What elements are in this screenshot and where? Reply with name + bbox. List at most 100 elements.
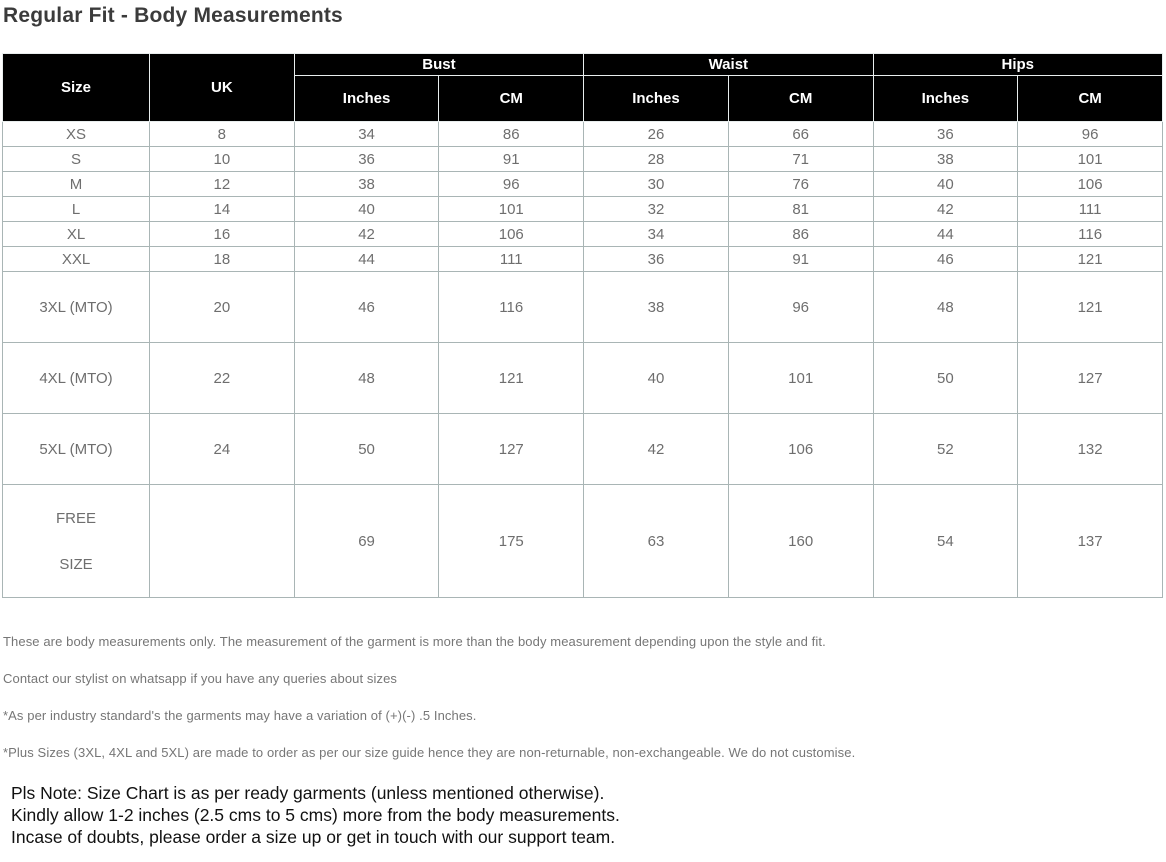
col-header-bust-cm: CM bbox=[438, 75, 585, 122]
bust-cm-cell: 96 bbox=[438, 171, 585, 197]
size-cell: 4XL (MTO) bbox=[2, 342, 150, 414]
header-group-row: Size UK Bust Waist Hips bbox=[2, 53, 1164, 122]
size-cell: L bbox=[2, 196, 150, 222]
waist-cm-cell: 86 bbox=[727, 221, 874, 247]
hips-inches-cell: 40 bbox=[872, 171, 1019, 197]
bust-inches-cell: 34 bbox=[293, 121, 440, 147]
hips-cm-cell: 96 bbox=[1017, 121, 1163, 147]
waist-inches-cell: 28 bbox=[583, 146, 729, 172]
size-cell: FREE SIZE bbox=[2, 484, 150, 598]
bust-inches-cell: 46 bbox=[293, 271, 440, 343]
size-chart-header: Size UK Bust Waist Hips Inches CM Inches… bbox=[2, 53, 1164, 122]
bust-cm-cell: 101 bbox=[438, 196, 585, 222]
hips-inches-cell: 42 bbox=[872, 196, 1019, 222]
note-body-measurements: These are body measurements only. The me… bbox=[3, 634, 826, 649]
size-cell: 5XL (MTO) bbox=[2, 413, 150, 485]
waist-cm-cell: 106 bbox=[727, 413, 874, 485]
hips-inches-cell: 38 bbox=[872, 146, 1019, 172]
hips-inches-cell: 44 bbox=[872, 221, 1019, 247]
note-plus-sizes: *Plus Sizes (3XL, 4XL and 5XL) are made … bbox=[3, 745, 856, 760]
bust-inches-cell: 38 bbox=[293, 171, 440, 197]
waist-inches-cell: 42 bbox=[583, 413, 729, 485]
size-cell: XXL bbox=[2, 246, 150, 272]
uk-cell: 22 bbox=[149, 342, 295, 414]
waist-inches-cell: 26 bbox=[583, 121, 729, 147]
final-note-line-2: Kindly allow 1-2 inches (2.5 cms to 5 cm… bbox=[11, 805, 620, 825]
size-chart-table: Size UK Bust Waist Hips Inches CM Inches… bbox=[2, 53, 1164, 598]
table-row-3xl: 3XL (MTO) 20 46 116 38 96 48 121 bbox=[2, 271, 1163, 343]
bust-inches-cell: 50 bbox=[293, 413, 440, 485]
bust-inches-cell: 69 bbox=[293, 484, 440, 598]
table-row-l: L 14 40 101 32 81 42 111 bbox=[2, 196, 1163, 222]
table-row-m: M 12 38 96 30 76 40 106 bbox=[2, 171, 1163, 197]
uk-cell: 12 bbox=[149, 171, 295, 197]
hips-inches-cell: 48 bbox=[872, 271, 1019, 343]
note-industry-standard: *As per industry standard's the garments… bbox=[3, 708, 477, 723]
note-contact-stylist: Contact our stylist on whatsapp if you h… bbox=[3, 671, 398, 686]
header-sub-row: Inches CM Inches CM Inches CM bbox=[3, 75, 1163, 122]
waist-inches-cell: 30 bbox=[583, 171, 729, 197]
bust-inches-cell: 40 bbox=[293, 196, 440, 222]
waist-cm-cell: 81 bbox=[727, 196, 874, 222]
col-header-waist-inches: Inches bbox=[583, 75, 729, 122]
bust-cm-cell: 175 bbox=[438, 484, 585, 598]
table-row-5xl: 5XL (MTO) 24 50 127 42 106 52 132 bbox=[2, 413, 1163, 485]
waist-inches-cell: 34 bbox=[583, 221, 729, 247]
bust-cm-cell: 91 bbox=[438, 146, 585, 172]
col-header-hips-cm: CM bbox=[1017, 75, 1163, 122]
uk-cell: 18 bbox=[149, 246, 295, 272]
hips-cm-cell: 121 bbox=[1017, 246, 1163, 272]
uk-cell: 8 bbox=[149, 121, 295, 147]
hips-cm-cell: 121 bbox=[1017, 271, 1163, 343]
waist-cm-cell: 160 bbox=[727, 484, 874, 598]
bust-inches-cell: 42 bbox=[293, 221, 440, 247]
uk-cell: 14 bbox=[149, 196, 295, 222]
col-header-bust: Bust bbox=[293, 53, 585, 76]
bust-inches-cell: 36 bbox=[293, 146, 440, 172]
waist-cm-cell: 66 bbox=[727, 121, 874, 147]
hips-inches-cell: 36 bbox=[872, 121, 1019, 147]
hips-cm-cell: 106 bbox=[1017, 171, 1163, 197]
hips-inches-cell: 46 bbox=[872, 246, 1019, 272]
uk-cell bbox=[149, 484, 295, 598]
uk-cell: 20 bbox=[149, 271, 295, 343]
hips-cm-cell: 137 bbox=[1017, 484, 1163, 598]
col-header-waist-cm: CM bbox=[727, 75, 874, 122]
notes-section: These are body measurements only. The me… bbox=[2, 634, 1164, 760]
col-header-hips: Hips bbox=[872, 53, 1164, 76]
waist-inches-cell: 63 bbox=[583, 484, 729, 598]
table-row-xl: XL 16 42 106 34 86 44 116 bbox=[2, 221, 1163, 247]
size-cell: XS bbox=[2, 121, 150, 147]
bust-cm-cell: 86 bbox=[438, 121, 585, 147]
bust-cm-cell: 116 bbox=[438, 271, 585, 343]
waist-cm-cell: 91 bbox=[727, 246, 874, 272]
col-header-size: Size bbox=[2, 53, 150, 122]
final-note-line-1: Pls Note: Size Chart is as per ready gar… bbox=[11, 783, 605, 803]
waist-inches-cell: 40 bbox=[583, 342, 729, 414]
hips-inches-cell: 50 bbox=[872, 342, 1019, 414]
size-cell: XL bbox=[2, 221, 150, 247]
table-row-free-size: FREE SIZE 69 175 63 160 54 137 bbox=[2, 484, 1163, 598]
uk-cell: 10 bbox=[149, 146, 295, 172]
table-row-xxl: XXL 18 44 111 36 91 46 121 bbox=[2, 246, 1163, 272]
size-cell: S bbox=[2, 146, 150, 172]
uk-cell: 16 bbox=[149, 221, 295, 247]
col-header-uk: UK bbox=[149, 53, 295, 122]
table-row-xs: XS 8 34 86 26 66 36 96 bbox=[2, 121, 1163, 147]
waist-cm-cell: 71 bbox=[727, 146, 874, 172]
bust-inches-cell: 48 bbox=[293, 342, 440, 414]
uk-cell: 24 bbox=[149, 413, 295, 485]
col-header-bust-inches: Inches bbox=[293, 75, 440, 122]
final-note-section: Pls Note: Size Chart is as per ready gar… bbox=[11, 782, 1164, 848]
waist-inches-cell: 36 bbox=[583, 246, 729, 272]
hips-inches-cell: 54 bbox=[872, 484, 1019, 598]
bust-cm-cell: 111 bbox=[438, 246, 585, 272]
table-row-4xl: 4XL (MTO) 22 48 121 40 101 50 127 bbox=[2, 342, 1163, 414]
size-cell: 3XL (MTO) bbox=[2, 271, 150, 343]
bust-inches-cell: 44 bbox=[293, 246, 440, 272]
hips-cm-cell: 127 bbox=[1017, 342, 1163, 414]
waist-cm-cell: 101 bbox=[727, 342, 874, 414]
page-title: Regular Fit - Body Measurements bbox=[3, 4, 343, 27]
waist-inches-cell: 38 bbox=[583, 271, 729, 343]
table-row-s: S 10 36 91 28 71 38 101 bbox=[2, 146, 1163, 172]
